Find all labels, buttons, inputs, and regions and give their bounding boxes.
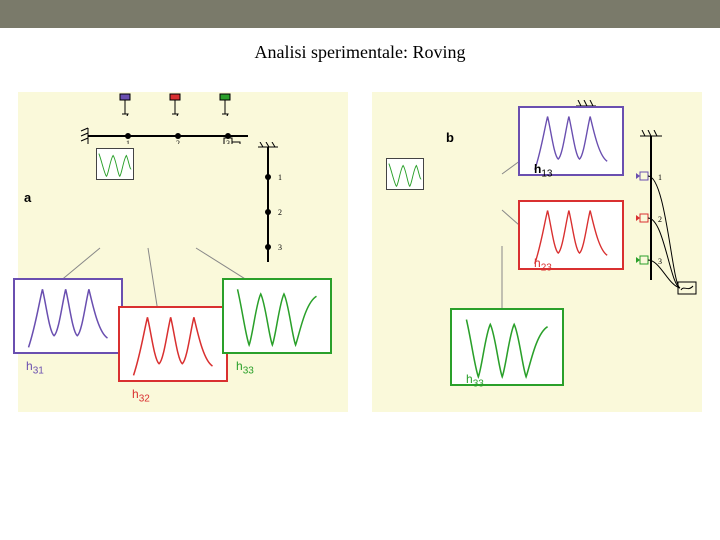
frf-h23-label: h23 bbox=[534, 256, 552, 273]
frf-h33-box bbox=[222, 278, 332, 354]
panel-a: a 1 2 3 bbox=[18, 92, 348, 412]
frf-h33-label: h33 bbox=[236, 359, 254, 376]
frf-h13-label: h13 bbox=[534, 162, 552, 179]
frf-h32-curve bbox=[134, 317, 213, 375]
top-bar bbox=[0, 0, 720, 28]
frf-h31-label: h31 bbox=[26, 359, 44, 376]
frf-h32-label: h32 bbox=[132, 387, 150, 404]
page-title: Analisi sperimentale: Roving bbox=[0, 42, 720, 63]
frf-h33b-curve bbox=[466, 320, 547, 377]
panel-b: b 1 2 3 bbox=[372, 92, 702, 412]
frf-h33b-label: h33 bbox=[466, 372, 484, 389]
frf-h32-box bbox=[118, 306, 228, 382]
frf-h31-curve bbox=[29, 289, 108, 347]
frf-h33-curve bbox=[238, 289, 317, 345]
frf-h31-box bbox=[13, 278, 123, 354]
